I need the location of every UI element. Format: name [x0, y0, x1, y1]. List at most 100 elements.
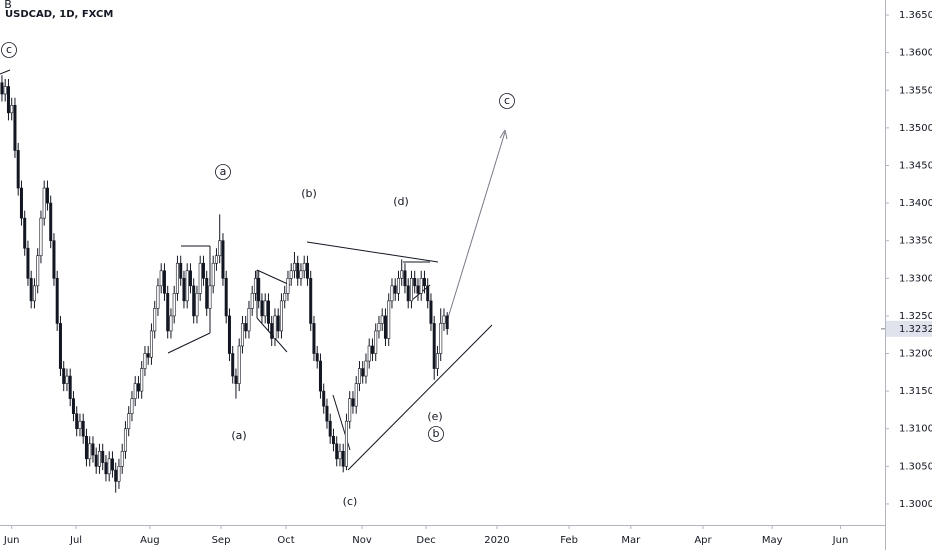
candle-body [169, 315, 173, 332]
candle-body [409, 277, 413, 302]
candle-body [338, 450, 342, 460]
candle-body [149, 330, 153, 358]
candle-body [71, 398, 75, 414]
wave-label: (d) [393, 195, 409, 208]
candle-body [97, 450, 101, 467]
candle-body [101, 450, 105, 463]
candle-body [406, 285, 410, 302]
y-tick-label: 1.30000 [899, 499, 932, 510]
candle-body [140, 368, 144, 392]
candle-body [331, 435, 335, 445]
candle-body [49, 202, 53, 241]
candle-body [179, 262, 183, 279]
candle-body [292, 262, 296, 272]
candle-body [328, 420, 332, 437]
candle-body [247, 308, 251, 332]
candle-body [127, 413, 131, 430]
y-tick-label: 1.31000 [899, 424, 932, 435]
candle-body [393, 285, 397, 294]
trend-line [256, 269, 291, 286]
candle-body [52, 240, 56, 279]
candle-body [270, 323, 274, 339]
candle-body [45, 187, 49, 204]
y-tick-label: 1.35500 [899, 85, 932, 96]
wave-label: (c) [343, 495, 358, 508]
candle-body [445, 315, 449, 329]
candle-body [13, 105, 17, 151]
wave-label: (b) [301, 187, 317, 200]
candle-body [419, 277, 423, 294]
y-tick-label: 1.30500 [899, 461, 932, 472]
y-tick-label: 1.36000 [899, 48, 932, 59]
x-tick-label: Sep [212, 535, 231, 546]
candle-body [322, 390, 326, 407]
arrow-head [499, 129, 508, 140]
candle-body [166, 293, 170, 332]
candle-body [351, 398, 355, 407]
candle-body [231, 353, 235, 377]
candle-body [58, 323, 62, 369]
candle-body [257, 277, 261, 302]
candle-body [413, 277, 417, 287]
wave-label-circle [215, 164, 231, 180]
candle-body [55, 277, 59, 324]
candle-body [240, 323, 244, 347]
candle-body [276, 315, 280, 332]
candle-body [91, 443, 95, 456]
candle-body [104, 462, 108, 475]
candle-body [396, 277, 400, 294]
y-tick-label: 1.32000 [899, 349, 932, 360]
candle-body [374, 330, 378, 354]
candle-body [429, 300, 433, 324]
candle-body [201, 262, 205, 279]
projection-arrow [447, 131, 506, 319]
candle-body [260, 300, 264, 317]
y-tick-label: 1.33500 [899, 236, 932, 247]
candle-body [296, 262, 300, 279]
candle-body [3, 86, 7, 95]
candle-body [32, 285, 36, 302]
candle-body [156, 285, 160, 309]
candle-body [110, 458, 114, 471]
candle-body [335, 443, 339, 460]
x-tick-label: Feb [560, 535, 578, 546]
candle-body [218, 240, 222, 257]
x-tick-label: Jun [3, 535, 20, 546]
candle-body [299, 270, 303, 279]
candle-body [10, 105, 14, 114]
candle-body [81, 420, 85, 437]
candle-body [75, 413, 79, 430]
candle-body [250, 293, 254, 309]
candle-body [370, 345, 374, 354]
candle-body [426, 285, 430, 302]
trend-line [167, 332, 211, 354]
candle-body [39, 217, 43, 257]
x-tick-label: Mar [621, 535, 641, 546]
candle-body [16, 150, 20, 189]
candle-body [266, 300, 270, 324]
candle-body [42, 187, 46, 219]
candle-body [403, 270, 407, 287]
candle-body [283, 293, 287, 302]
candle-body [312, 323, 316, 354]
candle-body [315, 353, 319, 362]
candle-body [68, 375, 72, 399]
candle-body [390, 285, 394, 302]
candle-body [6, 86, 10, 114]
candle-body [143, 353, 147, 369]
candle-body [357, 368, 361, 384]
wave-label: a [220, 165, 227, 178]
candle-body [439, 323, 443, 354]
x-tick-label: Aug [140, 535, 160, 546]
candle-body [367, 345, 371, 362]
candle-body [136, 383, 140, 392]
candle-body [377, 323, 381, 332]
candle-body [380, 315, 384, 324]
trend-line [0, 69, 11, 75]
wave-label: c [504, 94, 510, 107]
triangle-upper [306, 241, 439, 263]
candle-body [305, 262, 309, 279]
candle-body [192, 285, 196, 317]
candle-body [133, 383, 137, 399]
